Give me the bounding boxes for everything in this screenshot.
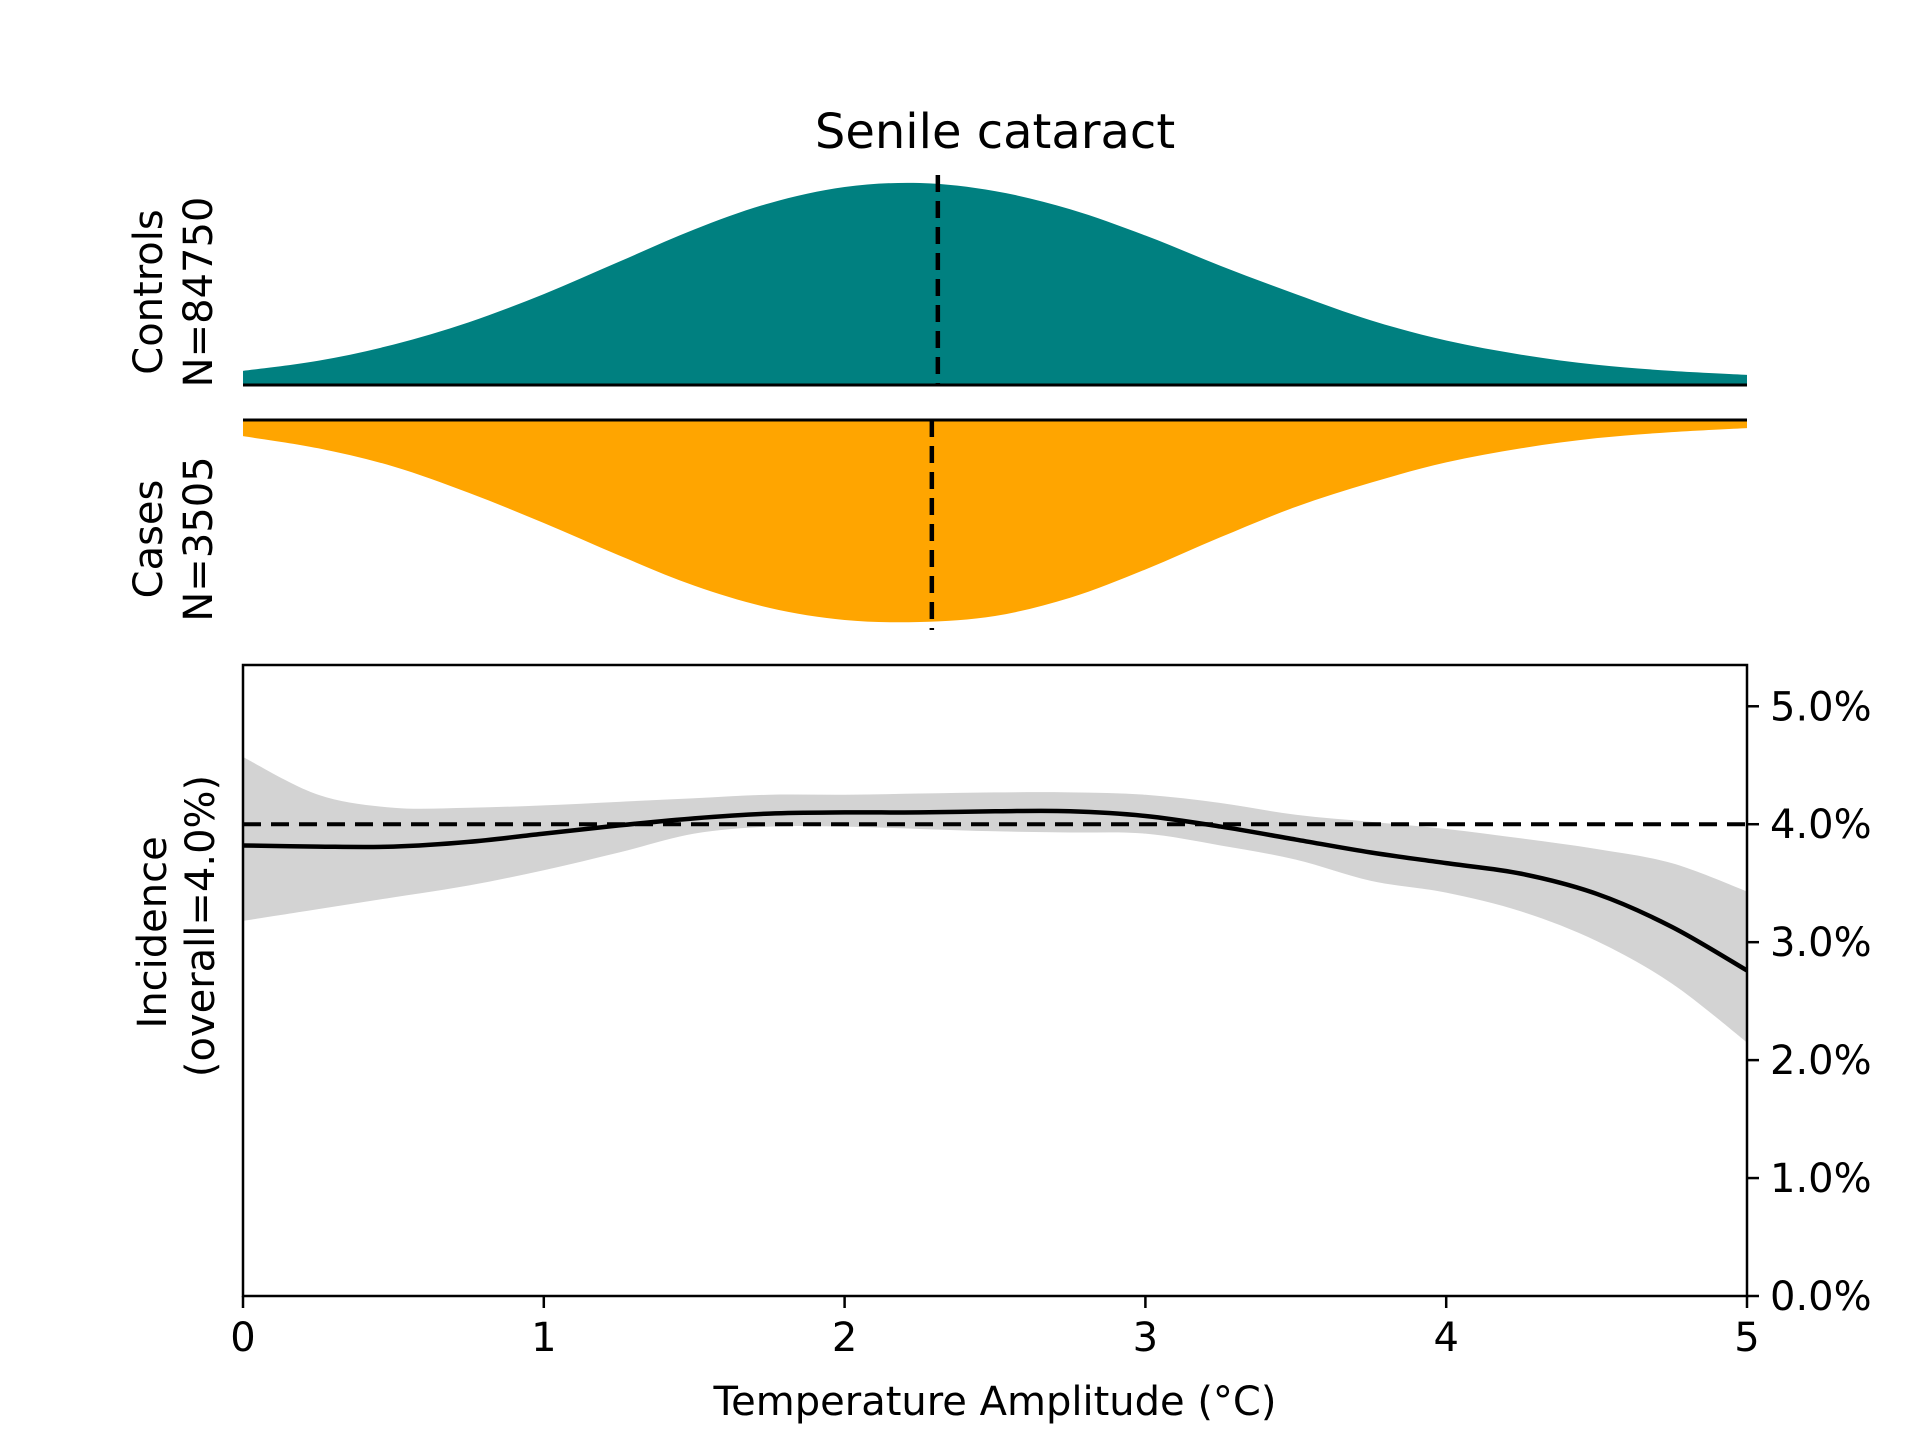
x-axis-ticks: 0 1 2 3 4 5 (230, 1296, 1760, 1361)
y-tick-label: 0.0% (1770, 1274, 1872, 1320)
y-tick-label: 5.0% (1770, 684, 1872, 730)
group-n: N=84750 (176, 197, 222, 388)
group-name: Controls (126, 209, 172, 374)
y-tick-label: 2.0% (1770, 1038, 1872, 1084)
x-tick-label: 2 (832, 1315, 857, 1361)
y-axis-label-line2: (overall=4.0%) (178, 775, 224, 1077)
y-tick-label: 1.0% (1770, 1156, 1872, 1202)
group-label-controls: Controls N=84750 (126, 197, 222, 388)
chart-title: Senile cataract (815, 104, 1175, 160)
x-tick-label: 5 (1734, 1315, 1759, 1361)
density-area-controls (243, 182, 1747, 385)
incidence-line (242, 808, 1749, 973)
x-tick-label: 4 (1433, 1315, 1458, 1361)
confidence-band (243, 756, 1747, 1043)
plot-frame (241, 663, 1749, 1298)
x-tick-label: 0 (230, 1315, 255, 1361)
y-axis-label: Incidence (overall=4.0%) (130, 775, 224, 1077)
x-axis-label: Temperature Amplitude (°C) (713, 1379, 1277, 1425)
group-name: Cases (126, 480, 172, 599)
x-tick-label: 3 (1133, 1315, 1158, 1361)
group-label-cases: Cases N=3505 (126, 456, 222, 621)
group-n: N=3505 (176, 456, 222, 621)
x-tick-label: 1 (531, 1315, 556, 1361)
y-axis-ticks: 0.0% 1.0% 2.0% 3.0% 4.0% 5.0% (1747, 684, 1872, 1320)
y-axis-label-line1: Incidence (130, 836, 176, 1028)
y-tick-label: 3.0% (1770, 920, 1872, 966)
distribution-panel: Controls N=84750 Cases N=3505 (126, 175, 1747, 630)
y-tick-label: 4.0% (1770, 802, 1872, 848)
incidence-panel: 0 1 2 3 4 5 0.0% 1.0% 2.0% 3.0% 4.0% 5.0% Temperat… (130, 663, 1872, 1425)
density-area-cases (243, 420, 1747, 623)
